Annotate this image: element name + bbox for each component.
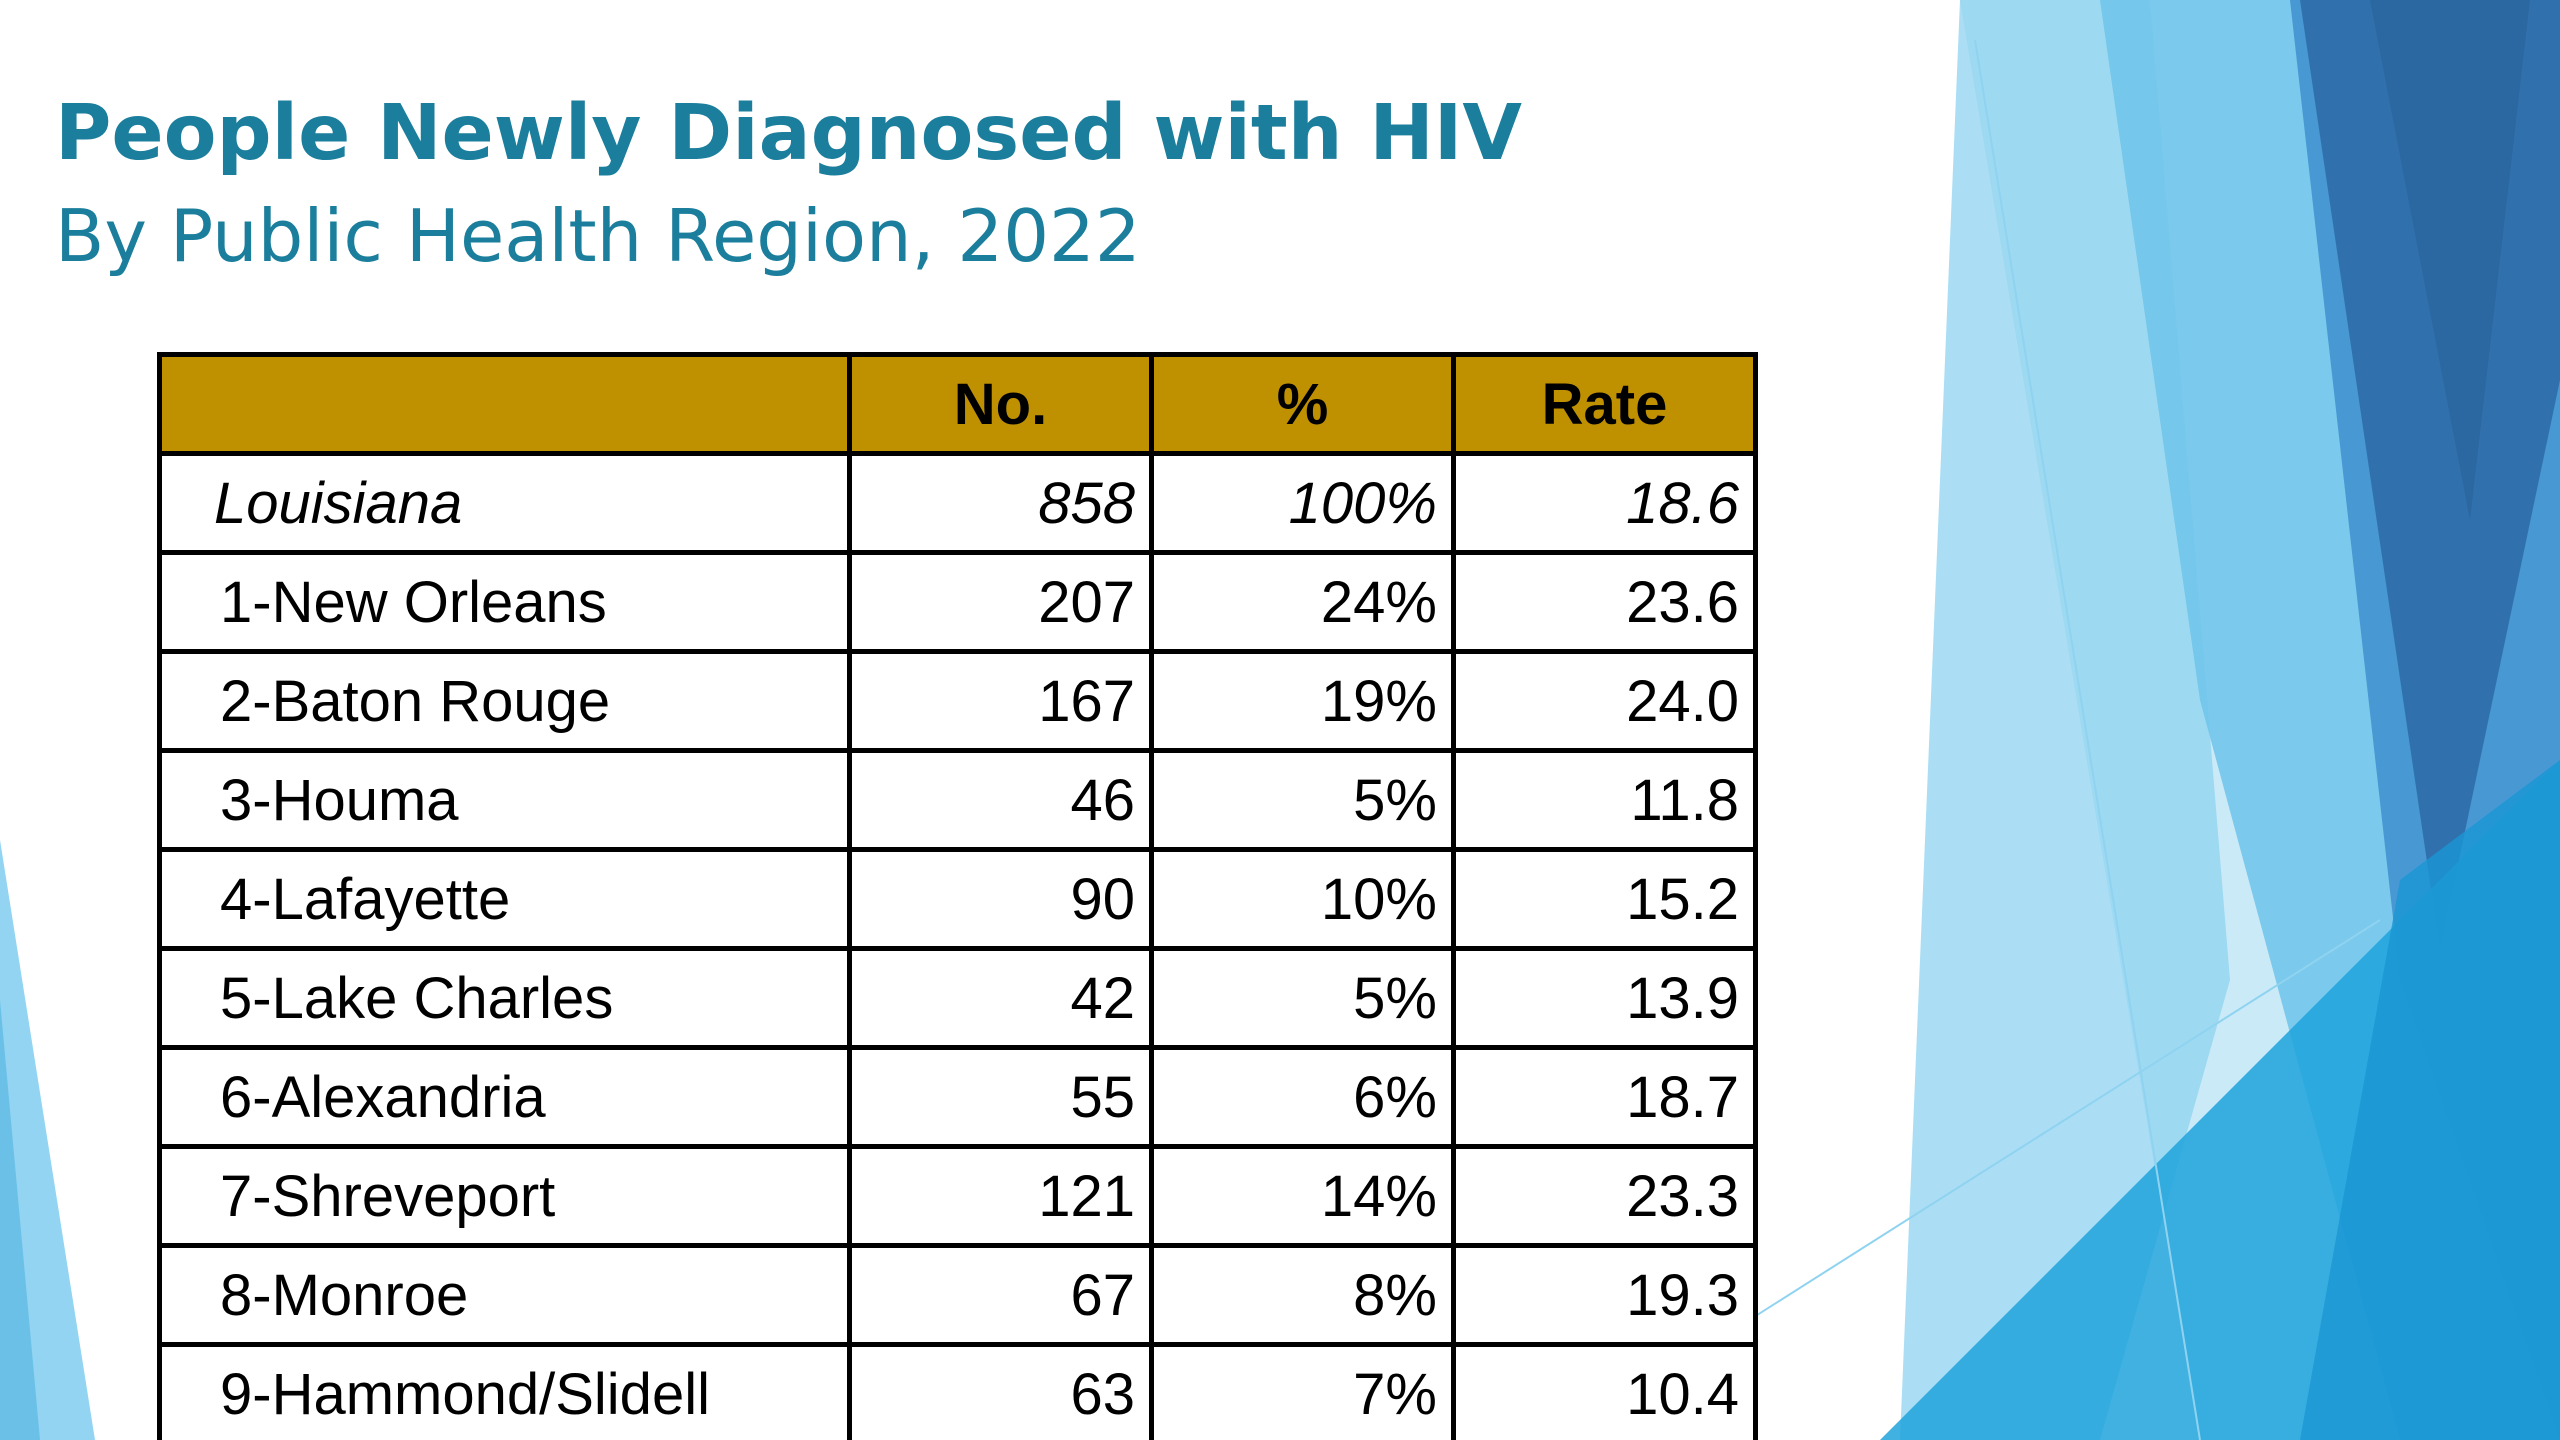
- cell-percent: 5%: [1149, 946, 1456, 1050]
- cell-rate: 23.6: [1451, 550, 1758, 654]
- cell-rate: 23.3: [1451, 1144, 1758, 1248]
- cell-rate: 18.7: [1451, 1045, 1758, 1149]
- cell-percent: 8%: [1149, 1243, 1456, 1347]
- cell-number: 167: [847, 649, 1154, 753]
- cell-percent: 24%: [1149, 550, 1456, 654]
- cell-percent: 19%: [1149, 649, 1456, 753]
- cell-region: 9-Hammond/Slidell: [157, 1342, 852, 1440]
- header-region: [157, 352, 852, 456]
- cell-region: 2-Baton Rouge: [157, 649, 852, 753]
- table-row: 8-Monroe 67 8% 19.3: [157, 1243, 1758, 1347]
- table-row: 9-Hammond/Slidell 63 7% 10.4: [157, 1342, 1758, 1440]
- cell-region: 3-Houma: [157, 748, 852, 852]
- right-shape-darkest: [2370, 0, 2530, 520]
- cell-percent: 7%: [1149, 1342, 1456, 1440]
- table-row: 5-Lake Charles 42 5% 13.9: [157, 946, 1758, 1050]
- cell-rate: 13.9: [1451, 946, 1758, 1050]
- cell-number: 42: [847, 946, 1154, 1050]
- cell-rate: 19.3: [1451, 1243, 1758, 1347]
- header-number: No.: [847, 352, 1154, 456]
- left-edge-shape-dark: [0, 1000, 40, 1440]
- table-row-total: Louisiana 858 100% 18.6: [157, 451, 1758, 555]
- cell-region: 1-New Orleans: [157, 550, 852, 654]
- cell-region: 8-Monroe: [157, 1243, 852, 1347]
- cell-region: 4-Lafayette: [157, 847, 852, 951]
- cell-rate: 18.6: [1451, 451, 1758, 555]
- table-row: 6-Alexandria 55 6% 18.7: [157, 1045, 1758, 1149]
- table-header-row: No. % Rate: [157, 352, 1758, 456]
- cell-region: 5-Lake Charles: [157, 946, 852, 1050]
- hiv-region-table: No. % Rate Louisiana 858 100% 18.6 1-New…: [157, 352, 1758, 1440]
- table-row: 1-New Orleans 207 24% 23.6: [157, 550, 1758, 654]
- cell-number: 858: [847, 451, 1154, 555]
- cell-number: 207: [847, 550, 1154, 654]
- table-row: 4-Lafayette 90 10% 15.2: [157, 847, 1758, 951]
- cell-number: 46: [847, 748, 1154, 852]
- cell-percent: 5%: [1149, 748, 1456, 852]
- cell-rate: 11.8: [1451, 748, 1758, 852]
- cell-region: 7-Shreveport: [157, 1144, 852, 1248]
- cell-number: 63: [847, 1342, 1154, 1440]
- header-percent: %: [1149, 352, 1456, 456]
- cell-number: 90: [847, 847, 1154, 951]
- table-row: 7-Shreveport 121 14% 23.3: [157, 1144, 1758, 1248]
- cell-percent: 6%: [1149, 1045, 1456, 1149]
- cell-rate: 24.0: [1451, 649, 1758, 753]
- cell-rate: 10.4: [1451, 1342, 1758, 1440]
- cell-region: Louisiana: [157, 451, 852, 555]
- slide-title: People Newly Diagnosed with HIV: [55, 89, 1523, 178]
- cell-percent: 10%: [1149, 847, 1456, 951]
- table-row: 3-Houma 46 5% 11.8: [157, 748, 1758, 852]
- accent-line-1: [1974, 39, 2201, 1440]
- cell-rate: 15.2: [1451, 847, 1758, 951]
- cell-number: 55: [847, 1045, 1154, 1149]
- slide-subtitle: By Public Health Region, 2022: [55, 194, 1141, 278]
- cell-percent: 100%: [1149, 451, 1456, 555]
- right-shape-bright-bottom-2: [2300, 760, 2560, 1440]
- header-rate: Rate: [1451, 352, 1758, 456]
- cell-number: 121: [847, 1144, 1154, 1248]
- cell-region: 6-Alexandria: [157, 1045, 852, 1149]
- cell-number: 67: [847, 1243, 1154, 1347]
- cell-percent: 14%: [1149, 1144, 1456, 1248]
- right-shape-light: [1900, 0, 2230, 1440]
- table-row: 2-Baton Rouge 167 19% 24.0: [157, 649, 1758, 753]
